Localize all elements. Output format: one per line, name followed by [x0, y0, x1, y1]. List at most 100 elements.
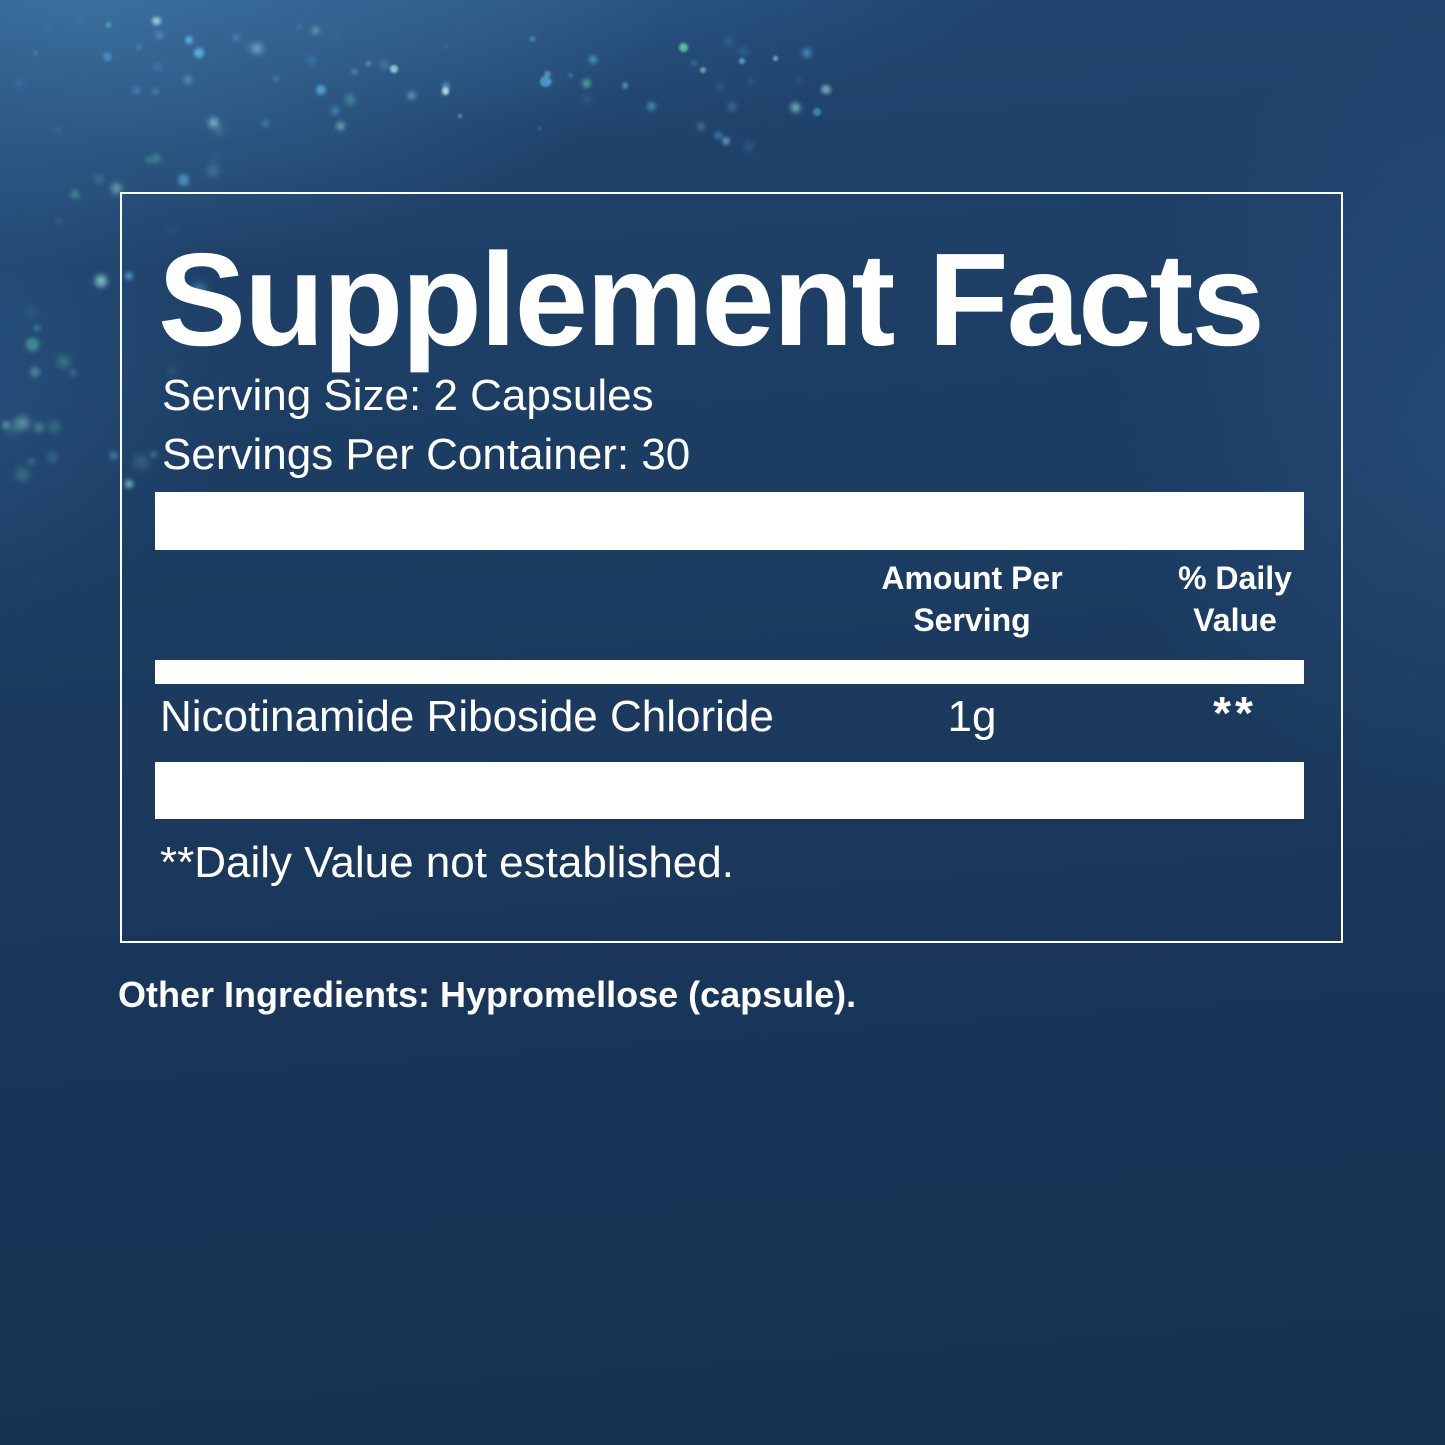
particle-dot — [738, 57, 746, 65]
particle-dot — [581, 79, 591, 89]
particle-dot — [29, 367, 40, 378]
particle-dot — [721, 136, 731, 146]
particle-dot — [8, 422, 19, 433]
particle-dot — [621, 82, 629, 89]
particle-dot — [717, 83, 723, 89]
particle-dot — [273, 76, 279, 82]
particle-dot — [233, 34, 239, 41]
particle-dot — [589, 55, 597, 64]
particle-dot — [29, 458, 35, 464]
particle-dot — [729, 104, 735, 110]
particle-dot — [70, 370, 75, 375]
other-ingredients: Other Ingredients: Hypromellose (capsule… — [118, 974, 857, 1015]
particle-dot — [184, 35, 193, 44]
particle-dot — [18, 470, 28, 480]
particle-dot — [48, 453, 56, 461]
particle-dot — [725, 37, 733, 45]
particle-dot — [441, 87, 450, 96]
particle-dot — [132, 86, 141, 95]
particle-dot — [407, 91, 416, 100]
particle-dot — [110, 452, 118, 460]
particle-dot — [2, 422, 9, 429]
separator-bar-bottom — [155, 762, 1304, 819]
particle-dot — [252, 43, 262, 53]
column-header-percent-daily-value: % Daily Value — [1178, 560, 1292, 638]
particle-dot — [713, 130, 723, 140]
particle-dot — [772, 55, 779, 62]
servings-per-container: Servings Per Container: 30 — [162, 430, 691, 479]
particle-dot — [691, 59, 697, 66]
particle-dot — [567, 72, 574, 78]
particle-dot — [336, 33, 341, 38]
particle-dot — [530, 36, 535, 42]
particle-dot — [177, 174, 190, 187]
particle-dot — [442, 81, 450, 89]
particle-dot — [332, 108, 338, 115]
particle-dot — [212, 156, 217, 161]
particle-dot — [153, 154, 161, 162]
particle-dot — [14, 77, 24, 88]
particle-dot — [366, 61, 372, 67]
particle-dot — [389, 64, 399, 73]
particle-dot — [351, 68, 357, 74]
particle-dot — [33, 51, 37, 55]
particle-dot — [458, 114, 463, 119]
particle-dot — [71, 190, 79, 199]
particle-dot — [748, 79, 755, 86]
particle-dot — [740, 49, 746, 54]
particle-dot — [146, 156, 153, 163]
separator-bar-middle — [155, 660, 1304, 684]
particle-dot — [95, 275, 108, 288]
particle-dot — [106, 22, 112, 28]
particle-dot — [153, 89, 158, 94]
particle-dot — [537, 126, 542, 130]
particle-dot — [194, 48, 204, 58]
particle-dot — [153, 62, 163, 73]
particle-dot — [543, 70, 551, 78]
particle-dot — [152, 16, 161, 26]
particle-dot — [262, 120, 269, 127]
particle-dot — [812, 108, 821, 116]
particle-dot — [796, 77, 800, 82]
particle-dot — [316, 84, 327, 96]
particle-dot — [59, 356, 69, 366]
particle-dot — [57, 219, 62, 224]
particle-dot — [803, 48, 812, 57]
supplement-facts-title: Supplement Facts — [158, 226, 1265, 373]
serving-size: Serving Size: 2 Capsules — [162, 371, 654, 420]
particle-dot — [94, 174, 104, 184]
particle-dot — [700, 66, 707, 73]
particle-dot — [547, 81, 551, 85]
particle-dot — [306, 55, 317, 66]
ingredient-amount: 1g — [947, 692, 997, 741]
ingredient-name: Nicotinamide Riboside Chloride — [160, 692, 774, 741]
particle-dot — [444, 43, 449, 49]
particle-dot — [297, 24, 303, 30]
particle-dot — [698, 124, 704, 129]
particle-dot — [154, 30, 165, 41]
particle-dot — [137, 45, 141, 50]
particle-dot — [207, 166, 218, 177]
particle-dot — [745, 141, 754, 150]
particle-dot — [44, 24, 50, 30]
particle-dot — [246, 44, 252, 50]
ingredient-daily-value: ** — [1213, 687, 1257, 739]
particle-dot — [35, 423, 43, 431]
particle-dot — [27, 307, 35, 315]
particle-dot — [185, 77, 192, 83]
particle-dot — [78, 18, 82, 22]
particle-dot — [16, 416, 29, 430]
particle-dot — [791, 102, 801, 112]
supplement-facts-panel: Supplement Facts Serving Size: 2 Capsule… — [120, 192, 1343, 943]
column-header-amount-per-serving: Amount Per Serving — [881, 560, 1063, 638]
separator-bar-top — [155, 492, 1304, 550]
particle-dot — [337, 122, 344, 130]
particle-dot — [646, 101, 657, 112]
particle-dot — [583, 95, 591, 103]
particle-dot — [311, 27, 319, 35]
particle-dot — [382, 62, 387, 68]
particle-dot — [208, 118, 218, 128]
particle-dot — [540, 75, 552, 87]
daily-value-footnote: **Daily Value not established. — [160, 838, 734, 887]
particle-dot — [55, 127, 61, 133]
